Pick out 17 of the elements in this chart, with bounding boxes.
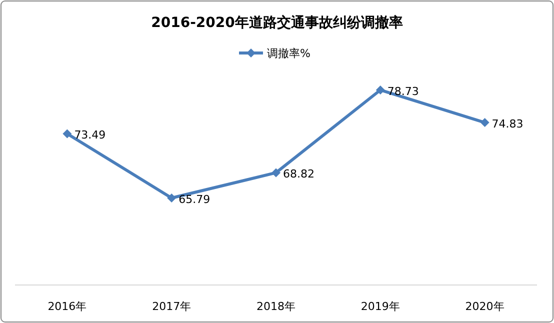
data-label: 74.83 [492,118,524,131]
data-label: 78.73 [387,85,419,98]
point [480,118,490,128]
x-tick-label: 2020年 [465,300,504,313]
chart-title: 2016-2020年道路交通事故纠纷调撤率 [151,14,403,31]
data-label: 65.79 [178,193,210,206]
x-tick-label: 2018年 [256,300,296,313]
point [167,194,176,202]
x-tick-label: 2019年 [360,300,400,313]
x-tick-label: 2016年 [48,300,87,313]
data-label: 73.49 [74,128,106,142]
point [376,86,385,94]
data-label: 68.82 [283,168,314,181]
legend-label: 调撤率% [267,47,310,60]
point [272,168,280,178]
x-tick-label: 2017年 [152,300,192,313]
point [62,129,72,138]
